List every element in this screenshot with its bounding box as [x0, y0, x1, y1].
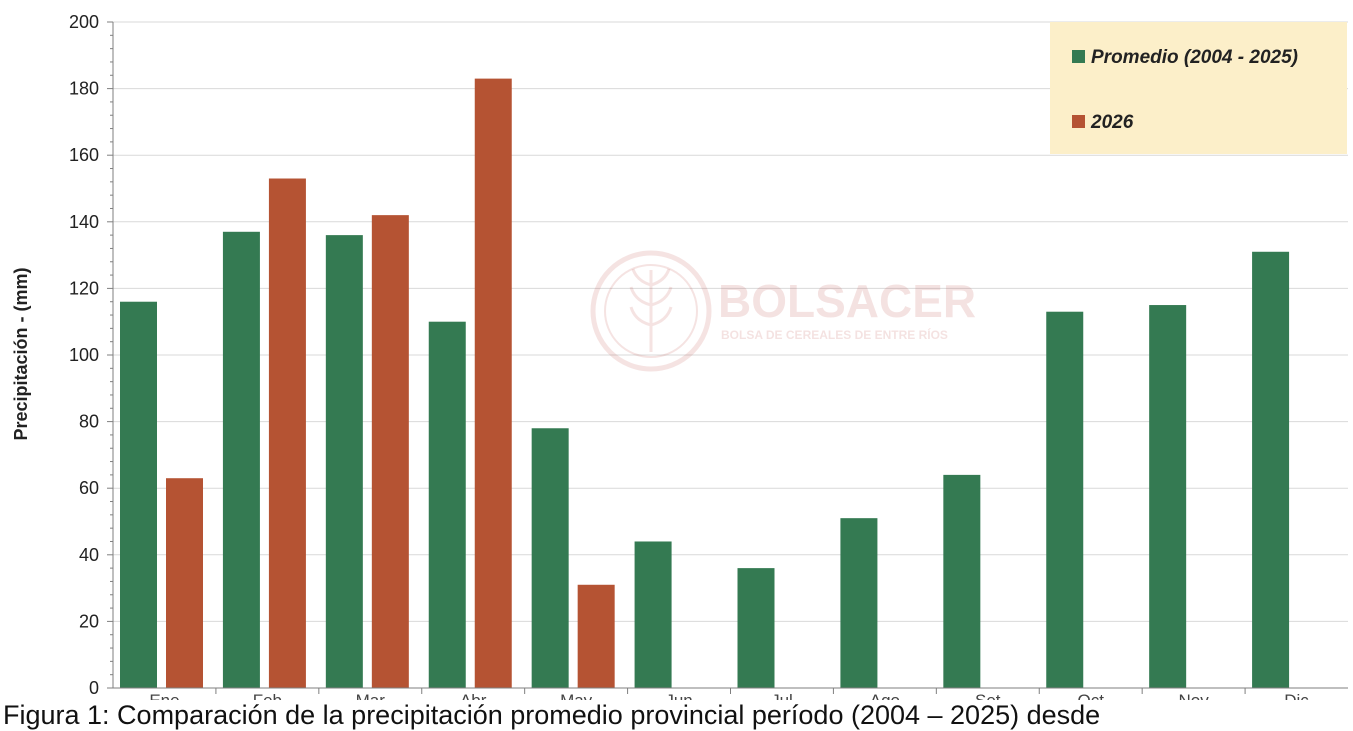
watermark-wheat-icon: [629, 268, 673, 352]
bar-promedio-Ago: [840, 518, 878, 688]
legend-box: [1050, 22, 1347, 154]
x-category-label-Nov: Nov: [1179, 691, 1210, 700]
bar-2026-Mar: [371, 215, 409, 688]
legend-swatch-promedio: [1072, 50, 1085, 63]
bar-promedio-Oct: [1046, 311, 1084, 688]
x-category-label-Set: Set: [975, 691, 1001, 700]
x-category-label-Abr: Abr: [460, 691, 487, 700]
x-category-label-Feb: Feb: [253, 691, 282, 700]
bar-2026-Ene: [166, 478, 203, 688]
bar-promedio-Abr: [428, 321, 466, 688]
y-axis-title: Precipitación - (mm): [11, 267, 31, 440]
bar-promedio-Ene: [120, 301, 157, 688]
bar-2026-May: [577, 584, 615, 688]
bar-promedio-May: [531, 428, 569, 688]
x-category-label-Ene: Ene: [149, 691, 179, 700]
bolsacer-watermark: BOLSACER BOLSA DE CEREALES DE ENTRE RÍOS: [590, 250, 976, 372]
y-tick-label-40: 40: [79, 545, 99, 565]
bar-promedio-Jun: [634, 541, 672, 688]
y-tick-label-20: 20: [79, 611, 99, 631]
y-tick-label-140: 140: [69, 212, 99, 232]
y-tick-label-120: 120: [69, 278, 99, 298]
bar-promedio-Feb: [222, 231, 260, 689]
y-tick-label-80: 80: [79, 412, 99, 432]
y-tick-label-0: 0: [89, 678, 99, 698]
bar-promedio-Mar: [325, 235, 363, 688]
x-category-label-Jun: Jun: [665, 691, 692, 700]
x-category-label-Oct: Oct: [1077, 691, 1104, 700]
y-tick-label-200: 200: [69, 12, 99, 32]
bar-promedio-Dic: [1252, 251, 1290, 688]
y-tick-labels: 0 20 40 60 80 100 120 140 160 180 200: [69, 12, 99, 698]
y-tick-label-180: 180: [69, 79, 99, 99]
x-category-label-Ago: Ago: [870, 691, 900, 700]
bar-promedio-Jul: [737, 568, 775, 688]
legend-swatch-2026: [1072, 115, 1085, 128]
x-category-label-Jul: Jul: [771, 691, 793, 700]
legend-item-promedio: Promedio (2004 - 2025): [1072, 47, 1298, 68]
legend-label-2026: 2026: [1090, 112, 1134, 133]
x-category-label-May: May: [560, 691, 593, 700]
watermark-subtitle: BOLSA DE CEREALES DE ENTRE RÍOS: [721, 327, 948, 342]
x-category-label-Dic: Dic: [1284, 691, 1309, 700]
watermark-seal-icon: [590, 250, 712, 372]
watermark-seal-inner: [604, 264, 698, 358]
y-tick-label-100: 100: [69, 345, 99, 365]
watermark-name: BOLSACER: [718, 275, 976, 327]
y-tick-label-60: 60: [79, 478, 99, 498]
x-category-labels: Ene Feb Mar Abr May Jun Jul Ago Set Oct Nov Dic: [149, 691, 1309, 700]
bar-promedio-Nov: [1149, 305, 1187, 688]
x-category-label-Mar: Mar: [356, 691, 386, 700]
legend-label-promedio: Promedio (2004 - 2025): [1091, 47, 1298, 68]
y-tick-label-160: 160: [69, 145, 99, 165]
bars: [120, 78, 1290, 689]
axes: [107, 21, 1348, 694]
bar-2026-Abr: [474, 78, 512, 689]
precipitation-chart: BOLSACER BOLSA DE CEREALES DE ENTRE RÍOS…: [11, 12, 1348, 700]
bar-promedio-Set: [943, 474, 981, 688]
figure-caption: Figura 1: Comparación de la precipitació…: [3, 700, 1101, 730]
bar-2026-Feb: [268, 178, 306, 688]
legend-item-2026: 2026: [1072, 112, 1134, 133]
